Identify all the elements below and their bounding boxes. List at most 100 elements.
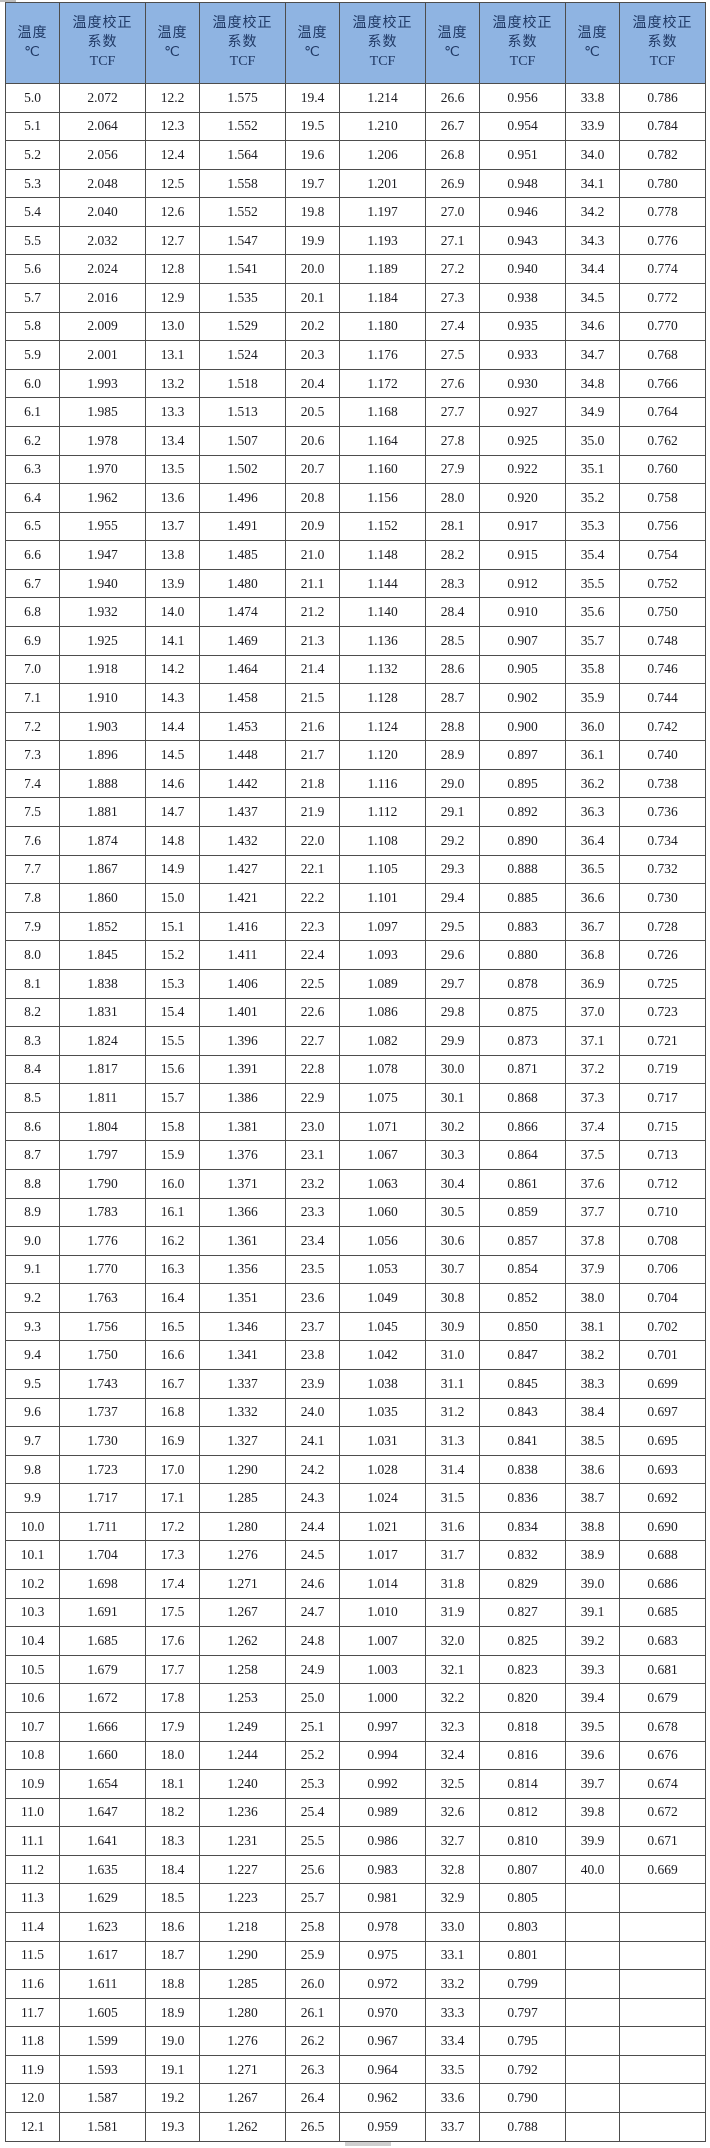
tcf-cell: 2.001	[59, 340, 146, 370]
temp-cell: 39.0	[565, 1569, 620, 1599]
tcf-cell: 1.737	[59, 1397, 146, 1428]
header-temp-unit: ℃	[584, 44, 601, 60]
temp-cell: 11.1	[5, 1826, 60, 1856]
temp-cell: 5.7	[5, 283, 60, 313]
temp-cell: 31.2	[425, 1397, 480, 1428]
table-row: 11.6 1.611 18.8 1.285 26.0 0.972 33.2 0.799	[5, 1969, 706, 1999]
tcf-cell: 0.880	[479, 940, 566, 970]
temp-cell: 10.1	[5, 1540, 60, 1571]
tcf-cell: 1.280	[199, 1511, 286, 1542]
temp-cell: 24.7	[285, 1597, 340, 1628]
tcf-cell: 1.750	[59, 1340, 146, 1371]
temp-cell: 15.2	[145, 940, 200, 970]
temp-cell: 35.7	[565, 625, 620, 656]
table-row: 7.0 1.918 14.2 1.464 21.4 1.132 28.6 0.905 35.8 0…	[5, 654, 706, 685]
table-row: 11.1 1.641 18.3 1.231 25.5 0.986 32.7 0.810 39.9…	[5, 1826, 706, 1856]
tcf-cell: 1.042	[339, 1340, 426, 1371]
temp-cell: 14.5	[145, 740, 200, 770]
table-row: 12.1 1.581 19.3 1.262 26.5 0.959 33.7 0.788	[5, 2112, 706, 2142]
tcf-cell: 1.206	[339, 140, 426, 170]
temp-cell: 24.9	[285, 1654, 340, 1685]
temp-cell: 14.0	[145, 597, 200, 627]
tcf-cell: 0.752	[619, 568, 706, 599]
tcf-cell	[619, 1883, 706, 1913]
tcf-cell: 1.290	[199, 1940, 286, 1971]
table-row: 5.2 2.056 12.4 1.564 19.6 1.206 26.8 0.951 34.0 0…	[5, 140, 706, 170]
temp-cell: 27.4	[425, 311, 480, 342]
header-temp: 温度 ℃	[145, 2, 200, 84]
table-row: 10.8 1.660 18.0 1.244 25.2 0.994 32.4 0.816 39.6…	[5, 1740, 706, 1771]
tcf-cell: 0.690	[619, 1511, 706, 1542]
tcf-cell: 0.774	[619, 254, 706, 285]
header-tcf-line: TCF	[229, 54, 256, 69]
tcf-cell: 1.660	[59, 1740, 146, 1771]
temp-cell: 15.5	[145, 1026, 200, 1056]
temp-cell: 10.4	[5, 1626, 60, 1656]
tcf-cell: 1.564	[199, 140, 286, 170]
temp-cell: 11.0	[5, 1797, 60, 1828]
temp-cell: 5.8	[5, 311, 60, 342]
tcf-cell: 1.763	[59, 1283, 146, 1313]
tcf-cell: 0.795	[479, 2026, 566, 2056]
tcf-cell: 1.756	[59, 1311, 146, 1342]
temp-cell: 28.0	[425, 483, 480, 513]
tcf-cell: 1.925	[59, 625, 146, 656]
tcf-cell: 2.048	[59, 168, 146, 199]
temp-cell: 24.4	[285, 1511, 340, 1542]
temp-cell: 14.2	[145, 654, 200, 685]
table-row: 6.3 1.970 13.5 1.502 20.7 1.160 27.9 0.922 35.1 0…	[5, 454, 706, 485]
temp-cell: 32.0	[425, 1626, 480, 1656]
tcf-cell: 1.089	[339, 968, 426, 999]
tcf-cell: 1.985	[59, 397, 146, 427]
temp-cell: 20.5	[285, 397, 340, 427]
tcf-cell: 0.956	[479, 83, 566, 113]
temp-cell: 24.1	[285, 1426, 340, 1456]
tcf-cell: 0.873	[479, 1026, 566, 1056]
temp-cell: 29.9	[425, 1026, 480, 1056]
tcf-cell: 0.981	[339, 1883, 426, 1913]
tcf-cell: 0.776	[619, 225, 706, 256]
header-tcf-line: 温度校正	[632, 16, 693, 31]
tcf-cell: 1.093	[339, 940, 426, 970]
table-row: 6.0 1.993 13.2 1.518 20.4 1.172 27.6 0.930 34.8 0…	[5, 368, 706, 399]
temp-cell: 26.3	[285, 2054, 340, 2085]
tcf-cell: 2.072	[59, 83, 146, 113]
tcf-cell: 0.902	[479, 683, 566, 713]
table-row: 10.9 1.654 18.1 1.240 25.3 0.992 32.5 0.814 39.7…	[5, 1769, 706, 1799]
table-row: 11.8 1.599 19.0 1.276 26.2 0.967 33.4 0.795	[5, 2026, 706, 2056]
temp-cell: 31.3	[425, 1426, 480, 1456]
temp-cell: 8.2	[5, 997, 60, 1028]
tcf-cell: 1.541	[199, 254, 286, 285]
temp-cell: 35.2	[565, 483, 620, 513]
table-row: 8.6 1.804 15.8 1.381 23.0 1.071 30.2 0.866 37.4 0…	[5, 1111, 706, 1142]
tcf-cell: 1.491	[199, 511, 286, 542]
tcf-cell: 1.623	[59, 1912, 146, 1942]
tcf-cell: 1.223	[199, 1883, 286, 1913]
temp-cell: 18.9	[145, 1997, 200, 2028]
temp-cell: 32.9	[425, 1883, 480, 1913]
temp-cell: 11.6	[5, 1969, 60, 1999]
tcf-cell: 1.271	[199, 1569, 286, 1599]
tcf-cell: 1.453	[199, 711, 286, 742]
header-temp-label: 温度	[437, 25, 468, 41]
tcf-cell: 1.647	[59, 1797, 146, 1828]
tcf-cell: 1.381	[199, 1111, 286, 1142]
tcf-cell: 0.850	[479, 1311, 566, 1342]
tcf-cell: 0.717	[619, 1083, 706, 1113]
temp-cell: 7.7	[5, 854, 60, 885]
temp-cell: 6.2	[5, 425, 60, 456]
temp-cell: 26.0	[285, 1969, 340, 1999]
temp-cell: 37.4	[565, 1111, 620, 1142]
tcf-cell: 1.276	[199, 1540, 286, 1571]
tcf-cell: 0.907	[479, 625, 566, 656]
header-tcf: 温度校正 系数 TCF	[199, 2, 286, 84]
tcf-cell: 0.742	[619, 711, 706, 742]
temp-cell: 29.6	[425, 940, 480, 970]
tcf-cell: 1.376	[199, 1140, 286, 1170]
temp-cell: 14.9	[145, 854, 200, 885]
tcf-cell: 0.723	[619, 997, 706, 1028]
temp-cell: 24.2	[285, 1454, 340, 1485]
temp-cell: 14.1	[145, 625, 200, 656]
tcf-cell: 1.082	[339, 1026, 426, 1056]
tcf-cell: 0.788	[479, 2112, 566, 2142]
